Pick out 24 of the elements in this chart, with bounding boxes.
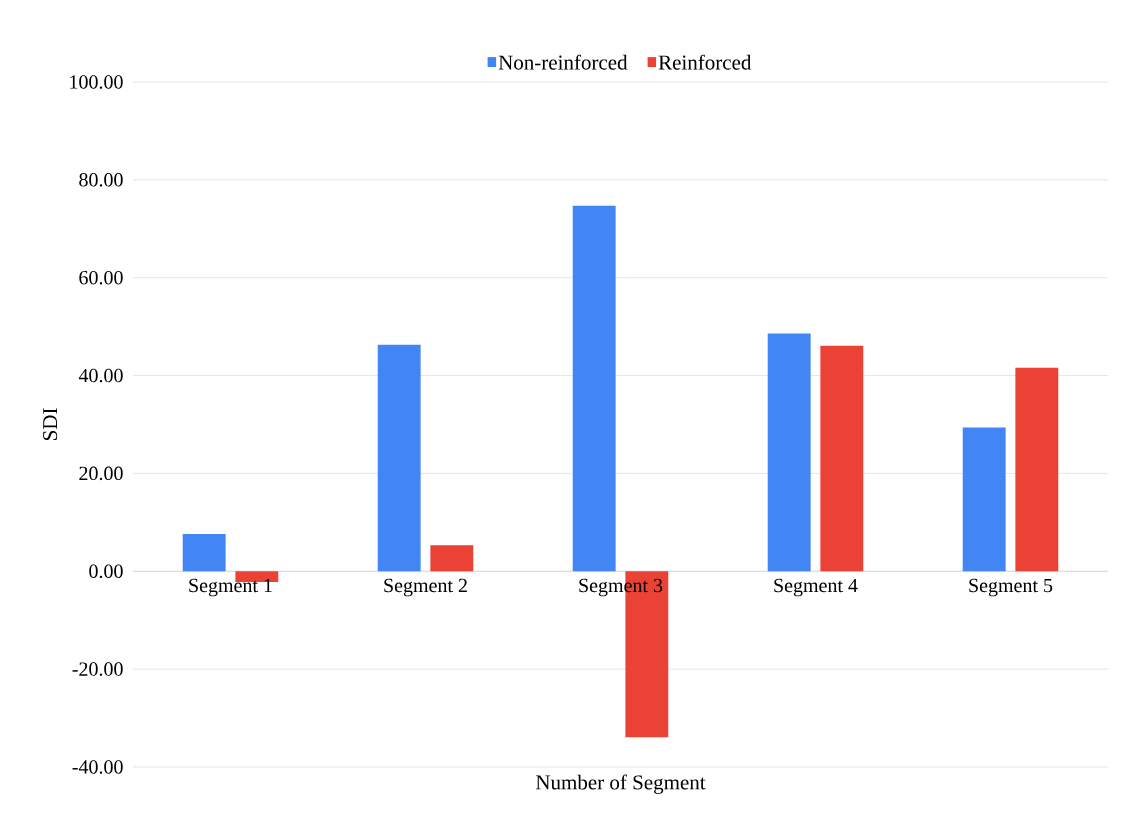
x-tick-label: Segment 4: [774, 578, 858, 597]
x-tick-label: Segment 1: [189, 578, 272, 597]
y-tick-label: 80.00: [79, 173, 123, 187]
bar: [962, 427, 1006, 572]
bar: [767, 333, 811, 572]
y-axis-title: SDI: [43, 408, 58, 440]
bar: [430, 545, 474, 572]
x-axis-title: Number of Segment: [535, 774, 706, 794]
legend-label: Reinforced: [658, 54, 752, 70]
bar: [377, 344, 421, 572]
bar: [182, 534, 226, 572]
y-tick-label: -20.00: [72, 662, 123, 676]
x-tick-label: Segment 5: [969, 578, 1053, 597]
y-tick-label: -40.00: [72, 760, 123, 774]
y-tick-label: 100.00: [70, 75, 123, 89]
x-tick-label: Segment 2: [384, 578, 467, 597]
bar: [572, 205, 616, 572]
y-tick-label: 0.00: [89, 564, 123, 579]
y-tick-label: 60.00: [79, 270, 123, 285]
bar: [1015, 367, 1059, 572]
y-tick-label: 20.00: [79, 466, 123, 481]
y-tick-label: 40.00: [78, 368, 123, 383]
bar: [820, 345, 864, 572]
legend-label: Non-reinforced: [498, 54, 628, 70]
